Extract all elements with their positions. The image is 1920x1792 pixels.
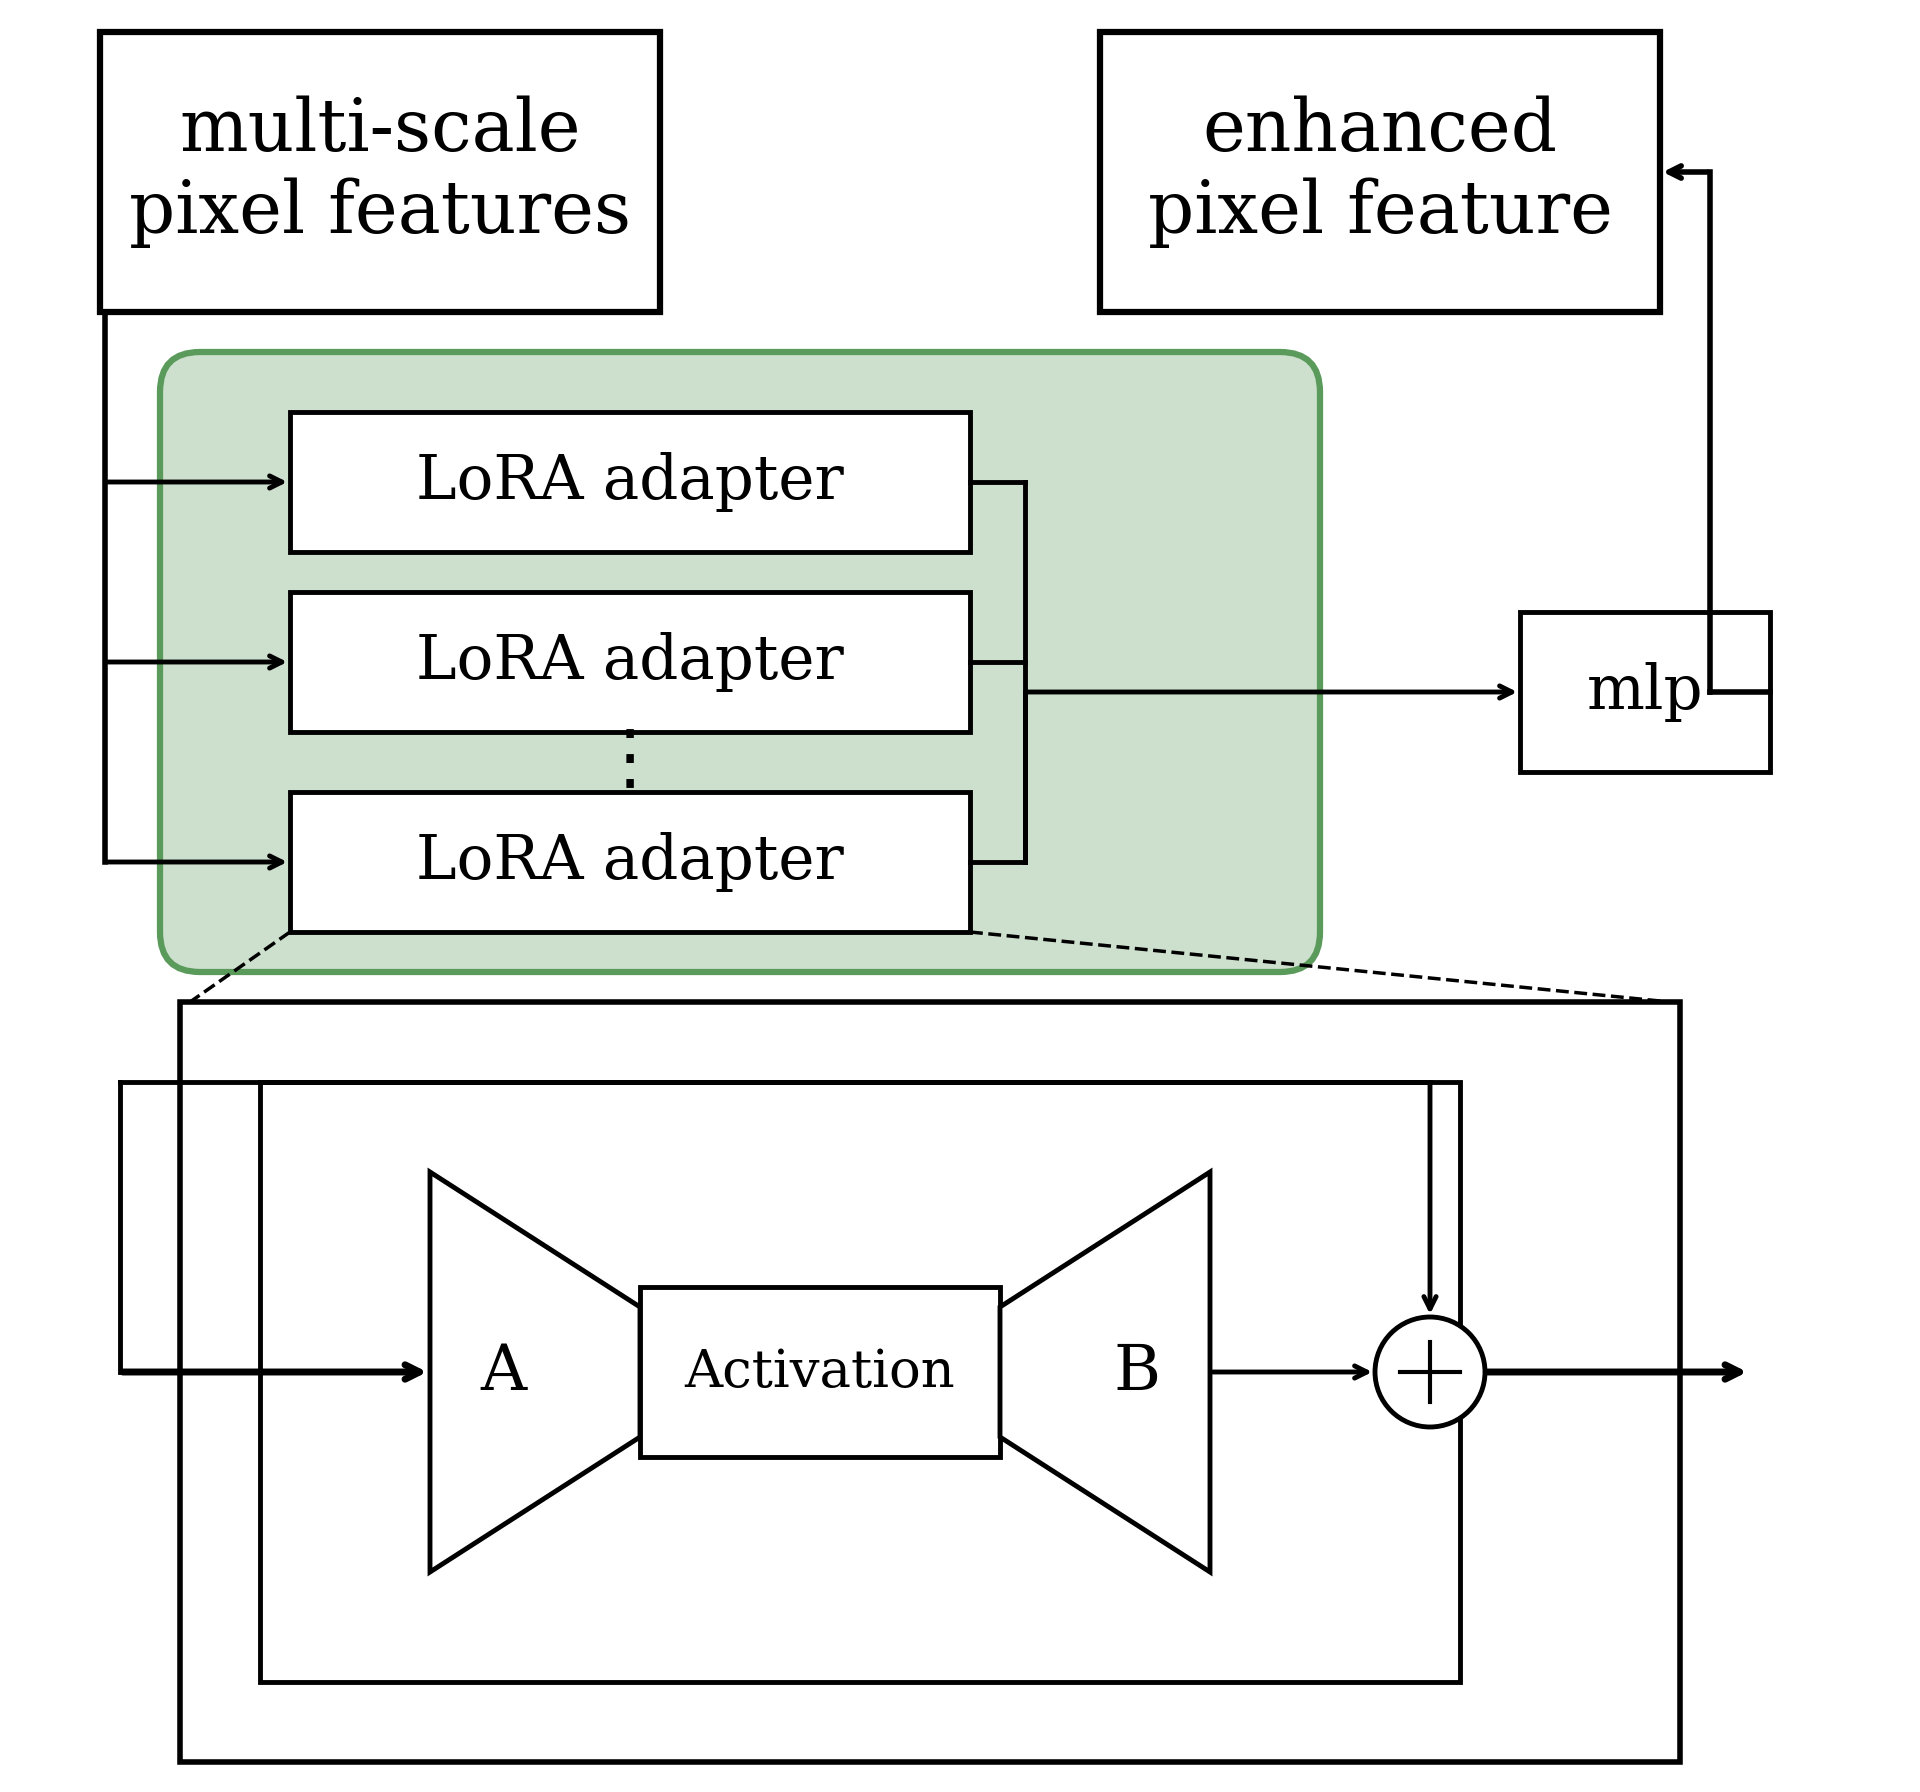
Bar xyxy=(639,1287,1000,1457)
Text: mlp: mlp xyxy=(1586,661,1703,722)
Text: multi-scale
pixel features: multi-scale pixel features xyxy=(129,97,632,247)
Polygon shape xyxy=(1000,1172,1210,1572)
Bar xyxy=(290,412,970,552)
Text: B: B xyxy=(1114,1342,1160,1403)
FancyBboxPatch shape xyxy=(159,351,1321,971)
Text: enhanced
pixel feature: enhanced pixel feature xyxy=(1148,97,1613,247)
Bar xyxy=(1521,613,1770,772)
Text: LoRA adapter: LoRA adapter xyxy=(417,452,845,513)
Text: A: A xyxy=(480,1342,526,1403)
Bar xyxy=(100,32,660,312)
Bar xyxy=(259,1082,1459,1683)
Text: ⋮: ⋮ xyxy=(593,728,666,796)
Bar xyxy=(180,1002,1680,1762)
Polygon shape xyxy=(430,1172,639,1572)
Bar xyxy=(290,792,970,932)
Bar xyxy=(290,591,970,731)
Text: Activation: Activation xyxy=(685,1346,956,1398)
Text: LoRA adapter: LoRA adapter xyxy=(417,633,845,692)
Bar xyxy=(1100,32,1661,312)
Text: LoRA adapter: LoRA adapter xyxy=(417,831,845,892)
Circle shape xyxy=(1375,1317,1484,1426)
